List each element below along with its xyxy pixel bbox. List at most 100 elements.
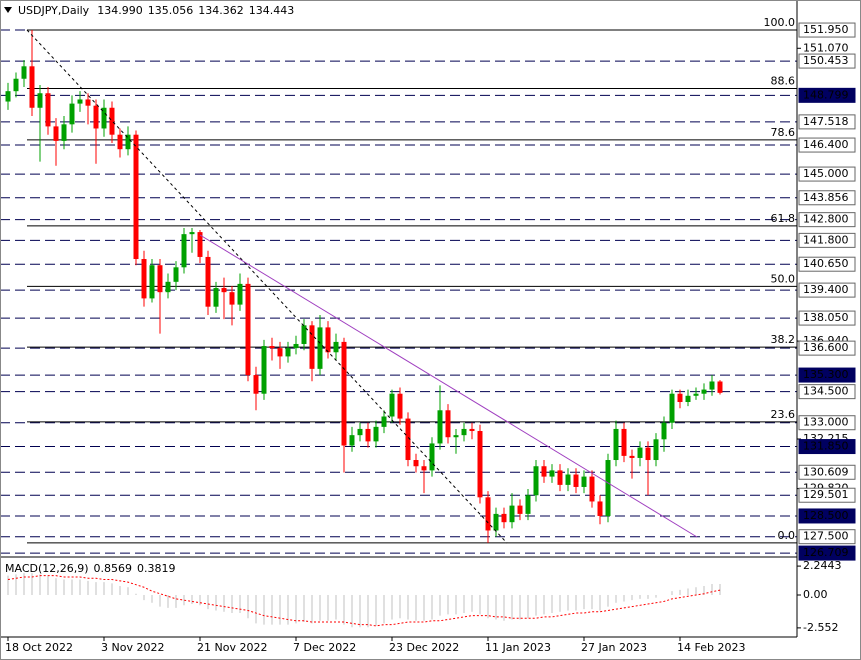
candle-body: [709, 381, 715, 390]
candle-body: [421, 466, 427, 471]
y-tick-label: 0.00: [803, 588, 828, 601]
y-tick-label: -2.552: [803, 621, 838, 634]
candle-body: [293, 343, 299, 349]
candle-body: [485, 497, 491, 531]
candle-body: [693, 393, 699, 396]
ohlc-value: 135.056: [148, 4, 194, 17]
candle-body: [565, 474, 571, 485]
fib-label: 38.2: [771, 333, 796, 346]
candle-body: [125, 134, 131, 150]
candle-body: [221, 288, 227, 293]
candle-body: [501, 513, 507, 523]
level-box: [798, 310, 856, 326]
level-label: 128.500: [803, 509, 849, 522]
candle-body: [149, 265, 155, 299]
level-box: [798, 166, 856, 182]
candle-body: [597, 501, 603, 516]
candle-body: [381, 416, 387, 427]
candle-body: [101, 107, 107, 129]
fib-label: 100.0: [764, 16, 796, 29]
level-label: 141.800: [803, 233, 849, 246]
level-label: 126.709: [803, 546, 849, 559]
x-tick-label: 18 Oct 2022: [5, 641, 73, 654]
candle-body: [645, 447, 651, 461]
level-box: [798, 212, 856, 228]
x-tick-label: 27 Jan 2023: [581, 641, 647, 654]
candle-body: [509, 505, 515, 523]
candle-body: [517, 505, 523, 514]
candle-body: [629, 455, 635, 458]
candle-body: [69, 103, 75, 125]
fib-label: 88.6: [771, 74, 796, 87]
level-label: 133.000: [803, 416, 849, 429]
trend-line: [199, 234, 698, 538]
candle-body: [605, 460, 611, 516]
level-label: 136.600: [803, 341, 849, 354]
candle-body: [133, 134, 139, 260]
y-tick-label: 151.070: [803, 41, 849, 54]
level-box: [798, 464, 856, 480]
candle-body: [325, 327, 331, 353]
candle-body: [453, 435, 459, 438]
level-label: 129.501: [803, 488, 849, 501]
ohlc-value: 134.362: [198, 4, 244, 17]
candle-body: [309, 325, 315, 369]
y-tick-label: 2.2443: [803, 559, 842, 572]
candle-body: [365, 428, 371, 442]
candle-body: [77, 99, 83, 104]
level-label: 138.050: [803, 311, 849, 324]
candle-body: [349, 435, 355, 446]
level-box: [798, 282, 856, 298]
candle-body: [661, 422, 667, 440]
candle-body: [317, 327, 323, 369]
level-box: [798, 232, 856, 248]
candle-body: [141, 259, 147, 299]
candle-body: [397, 393, 403, 419]
level-box: [798, 87, 856, 103]
level-box: [798, 545, 856, 561]
candle-body: [109, 107, 115, 135]
candle-body: [413, 460, 419, 467]
candle-body: [205, 256, 211, 307]
candle-body: [5, 91, 11, 102]
chart-title: USDJPY,Daily 134.990 135.056 134.362 134.443: [18, 4, 294, 17]
level-label: 131.850: [803, 440, 849, 453]
candle-body: [637, 447, 643, 458]
candle-body: [213, 288, 219, 307]
candle-body: [229, 292, 235, 305]
level-label: 142.800: [803, 213, 849, 226]
level-box: [798, 256, 856, 272]
level-label: 135.300: [803, 368, 849, 381]
fib-label: 23.6: [771, 408, 796, 421]
x-tick-label: 7 Dec 2022: [293, 641, 356, 654]
level-label: 139.400: [803, 283, 849, 296]
signal-line: [7, 575, 721, 627]
candle-body: [13, 78, 19, 92]
level-box: [798, 22, 856, 38]
candle-body: [341, 341, 347, 446]
level-label: 140.650: [803, 257, 849, 270]
level-label: 134.500: [803, 385, 849, 398]
plot-area: 100.0 88.6 78.6 61.8 50.0 38.2 23.6 0.0: [0, 16, 797, 628]
candle-body: [301, 325, 307, 344]
candle-body: [437, 410, 443, 444]
fib-label: 78.6: [771, 126, 796, 139]
candle-body: [685, 395, 691, 403]
level-label: 127.500: [803, 530, 849, 543]
x-tick-label: 3 Nov 2022: [101, 641, 164, 654]
fib-label: 50.0: [771, 272, 796, 285]
level-label: 145.000: [803, 167, 849, 180]
candle-body: [373, 426, 379, 442]
level-label: 150.453: [803, 54, 849, 67]
candle-body: [389, 393, 395, 417]
x-tick-label: 11 Jan 2023: [485, 641, 551, 654]
level-box: [798, 487, 856, 503]
candle-body: [589, 476, 595, 502]
candle-body: [701, 389, 707, 394]
indicator-value: 0.8569: [94, 562, 133, 575]
candle-body: [245, 283, 251, 376]
level-box: [798, 137, 856, 153]
collapse-icon[interactable]: [4, 7, 12, 13]
indicator-name: MACD(12,26,9): [5, 562, 89, 575]
